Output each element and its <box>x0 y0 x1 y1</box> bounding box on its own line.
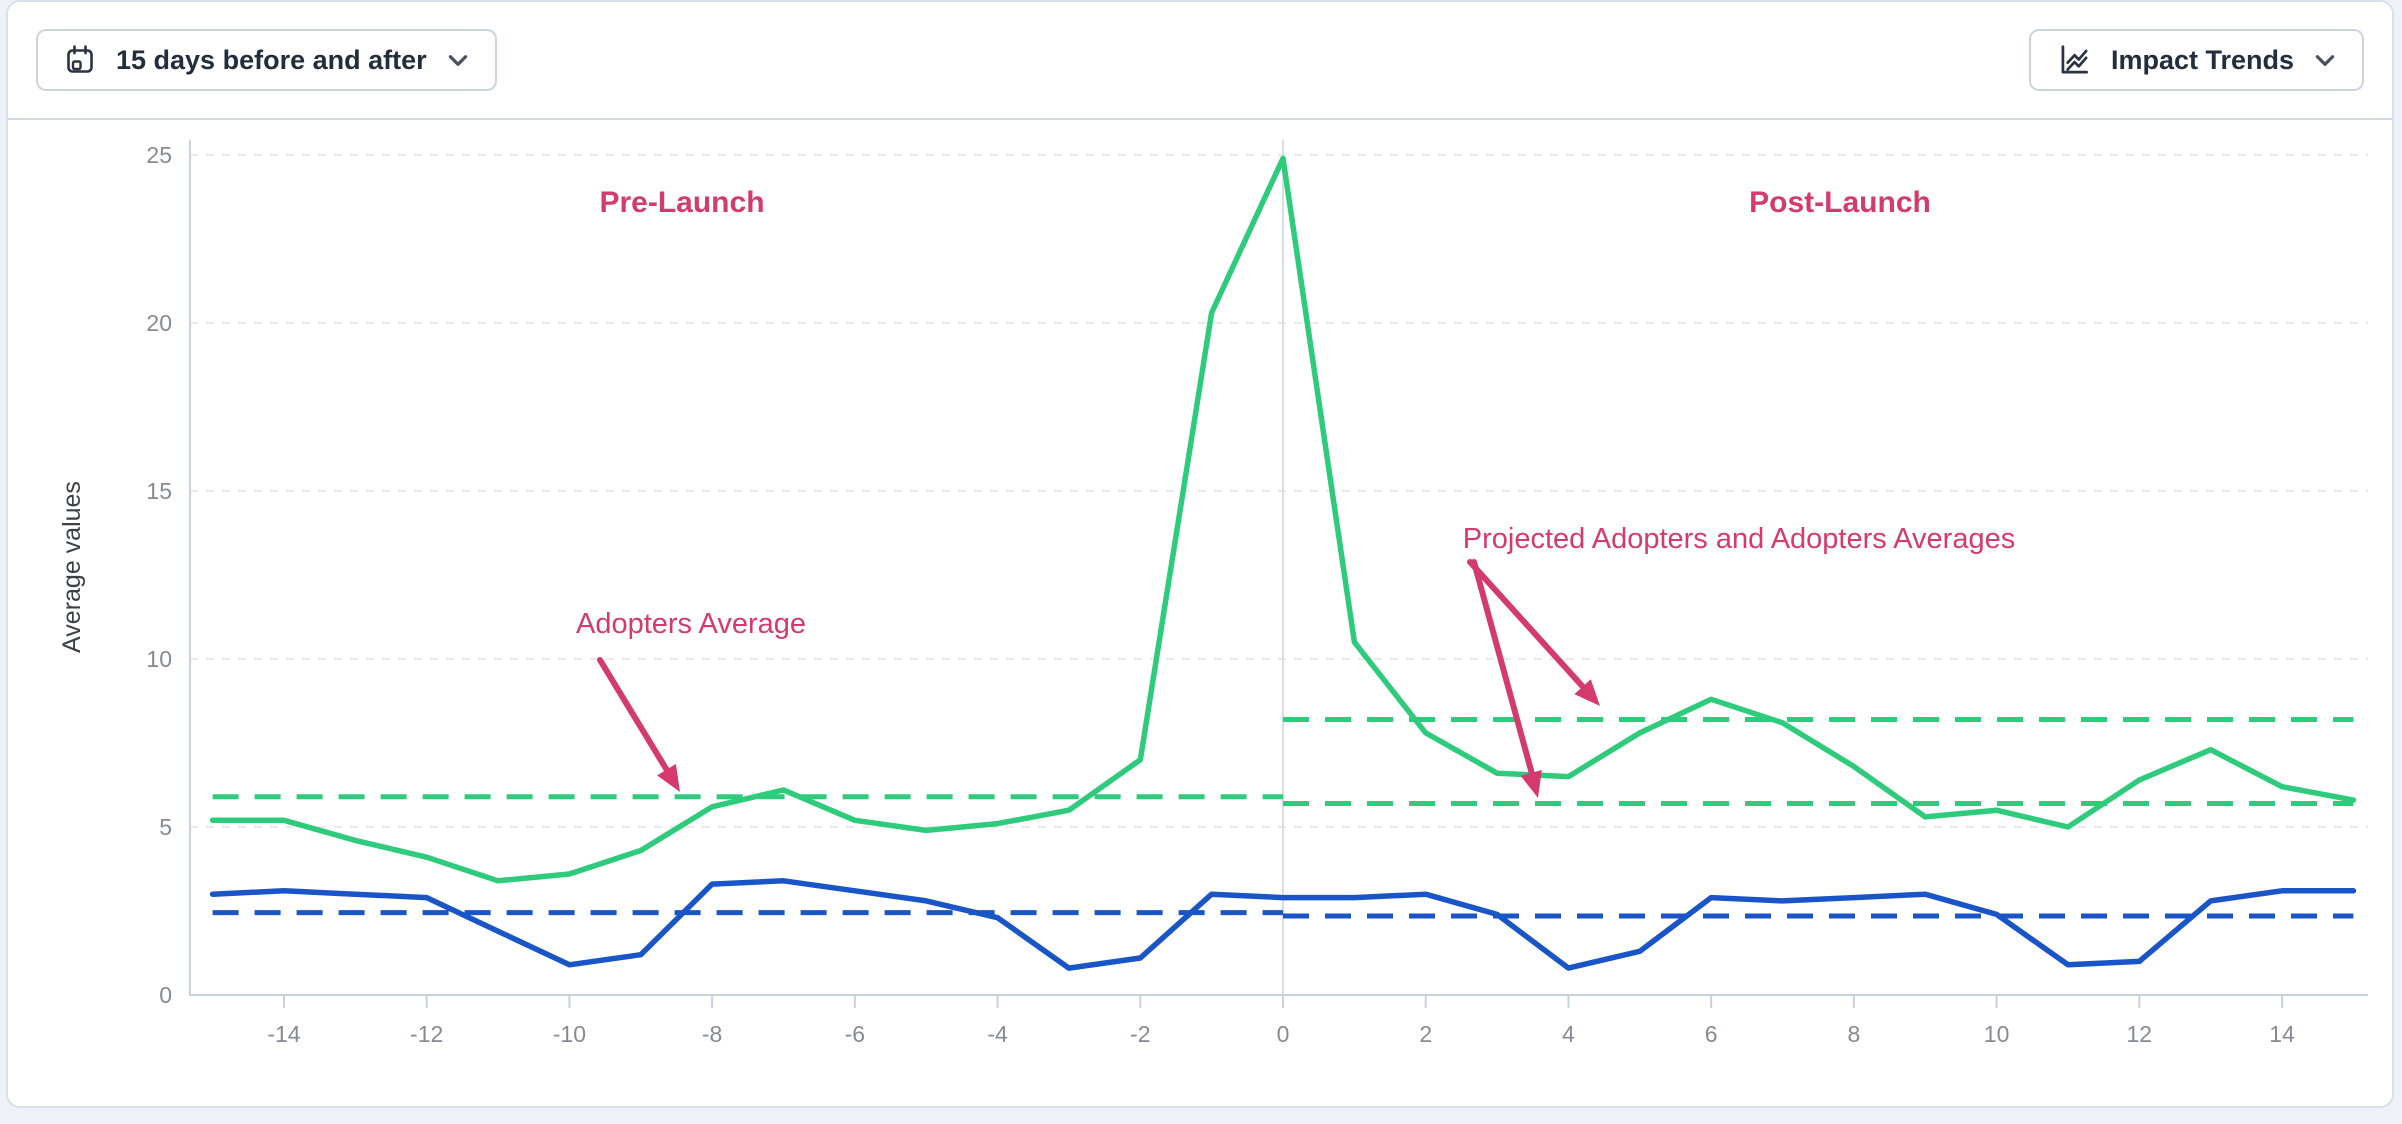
adopters-line <box>209 155 2357 884</box>
tick-labels: 0 5 10 15 20 25 -14 -12 -10 -8 -6 -4 -2 0 2 4 6 8 10 12 14 <box>146 142 2295 1047</box>
chevron-down-icon <box>445 47 471 73</box>
post-launch-label: Post-Launch <box>1749 186 1931 219</box>
toolbar: 15 days before and after Impact Trends <box>8 2 2392 120</box>
plot-area[interactable] <box>8 120 2392 1106</box>
series-lines <box>209 155 2357 971</box>
axes <box>189 140 2368 996</box>
chart-type-label: Impact Trends <box>2110 44 2294 75</box>
pre-launch-label: Pre-Launch <box>599 186 764 219</box>
gridlines <box>190 154 2368 828</box>
x-tick-label-14: 14 <box>2269 1021 2295 1047</box>
x-tick-label-8: 8 <box>1847 1021 1860 1047</box>
x-tick-label--10: -10 <box>553 1021 586 1047</box>
impact-analysis-panel: 15 days before and after Impact Trends <box>6 0 2394 1108</box>
chart-container: 0 5 10 15 20 25 -14 -12 -10 -8 -6 -4 -2 0 2 4 6 8 10 12 14 A… <box>8 120 2392 1106</box>
x-tick-label--6: -6 <box>845 1021 865 1047</box>
x-tick-label-4: 4 <box>1562 1021 1575 1047</box>
trend-chart-icon <box>2055 41 2093 79</box>
x-tick-label--4: -4 <box>987 1021 1008 1047</box>
x-tick-label-2: 2 <box>1419 1021 1432 1047</box>
axis-lines <box>189 140 2368 996</box>
x-tick-label--14: -14 <box>267 1021 300 1047</box>
y-tick-label-0: 0 <box>159 982 172 1008</box>
date-range-label: 15 days before and after <box>116 44 427 75</box>
y-tick-label-25: 25 <box>146 142 172 168</box>
x-tick-label--12: -12 <box>410 1021 443 1047</box>
y-axis-title: Average values <box>58 481 86 653</box>
x-tick-label-10: 10 <box>1984 1021 2010 1047</box>
y-tick-label-20: 20 <box>146 310 172 336</box>
x-tick-label--2: -2 <box>1130 1021 1150 1047</box>
projected-averages-label: Projected Adopters and Adopters Averages <box>1463 523 2015 555</box>
projected-averages-arrow-upper <box>1467 559 1600 706</box>
y-tick-label-5: 5 <box>159 814 172 840</box>
adopters-average-arrow <box>597 657 680 792</box>
x-tick-label-6: 6 <box>1705 1021 1718 1047</box>
average-reference-lines <box>212 716 2354 919</box>
x-tick-label-0: 0 <box>1277 1021 1290 1047</box>
calendar-icon <box>62 42 98 78</box>
chart-type-dropdown[interactable]: Impact Trends <box>2028 29 2364 91</box>
chevron-down-icon <box>2312 47 2338 73</box>
y-tick-label-15: 15 <box>146 478 172 504</box>
annotations: Pre-Launch Post-Launch Adopters Average … <box>576 186 2015 798</box>
date-range-dropdown[interactable]: 15 days before and after <box>36 29 497 91</box>
projected-averages-arrow-lower <box>1471 559 1542 798</box>
unlabeled-blue-line <box>209 878 2357 971</box>
y-tick-label-10: 10 <box>146 646 172 672</box>
impact-trends-chart: 0 5 10 15 20 25 -14 -12 -10 -8 -6 -4 -2 0 2 4 6 8 10 12 14 A… <box>8 120 2392 1106</box>
x-tick-label--8: -8 <box>702 1021 722 1047</box>
adopters-average-label: Adopters Average <box>576 608 806 640</box>
x-tick-label-12: 12 <box>2127 1021 2153 1047</box>
